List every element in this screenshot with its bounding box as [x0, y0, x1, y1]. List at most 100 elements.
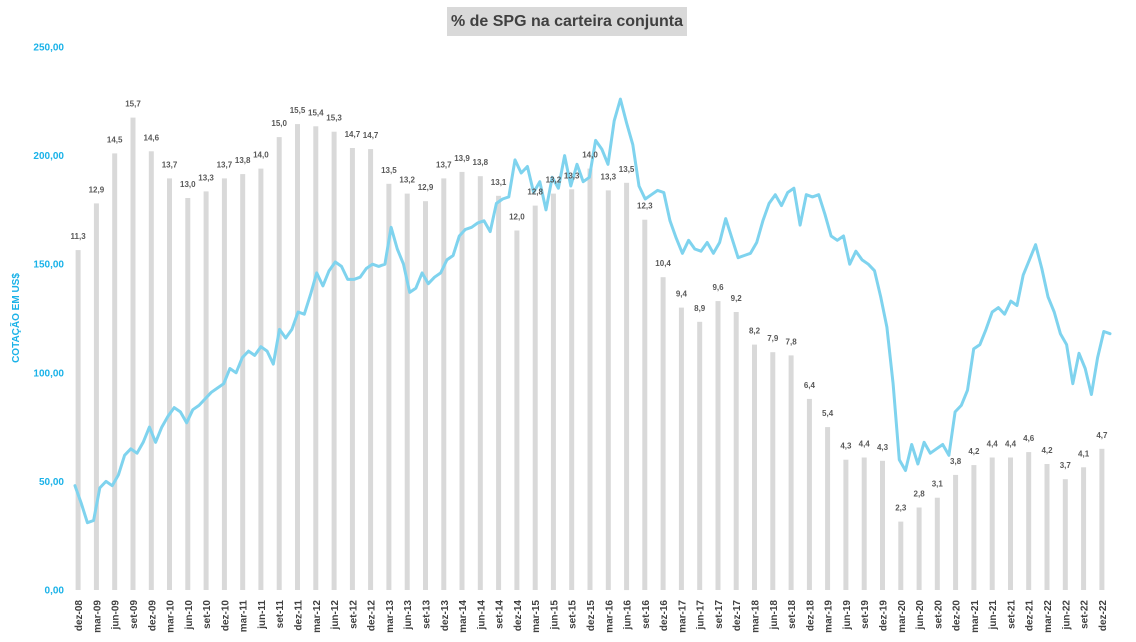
bar-data-label: 14,5	[107, 135, 123, 144]
x-tick-label: jun-19	[842, 600, 853, 631]
x-tick-label: jun-13	[403, 600, 414, 631]
bar	[989, 457, 995, 590]
bar	[642, 219, 648, 590]
bar	[203, 191, 209, 590]
x-tick-label: mar-12	[312, 600, 323, 633]
bar	[605, 190, 611, 590]
bar	[295, 124, 300, 590]
bar-data-label: 8,9	[694, 304, 706, 313]
bar	[916, 507, 922, 590]
bar	[569, 189, 575, 591]
bar-data-label: 15,5	[290, 106, 306, 115]
x-axis: dez-08 mar-09 jun-09 set-09 dez-09 mar-10 jun-…	[74, 600, 1109, 633]
bar	[496, 195, 502, 591]
bar	[953, 474, 959, 590]
x-tick-label: dez-17	[732, 600, 743, 632]
bar-data-label: 9,4	[676, 290, 688, 299]
x-tick-label: mar-17	[677, 600, 688, 633]
bar-data-label: 3,1	[932, 480, 944, 489]
x-tick-label: dez-08	[74, 600, 85, 632]
y-tick-label: 200,00	[33, 151, 64, 162]
bar-data-label: 2,3	[895, 504, 907, 513]
x-tick-label: dez-12	[367, 600, 378, 632]
bar-data-label: 15,0	[271, 119, 287, 128]
bar-data-label: 4,4	[859, 440, 871, 449]
x-tick-label: mar-15	[531, 600, 542, 633]
bar	[477, 176, 483, 590]
bar-data-label: 12,3	[637, 202, 653, 211]
x-tick-label: dez-14	[513, 600, 524, 632]
y-tick-label: 0,00	[45, 586, 65, 597]
bar-data-label: 13,2	[546, 176, 562, 185]
bar-data-label: 4,3	[840, 442, 852, 451]
bar	[148, 151, 154, 591]
bar-data-label: 4,7	[1096, 431, 1108, 440]
x-tick-label: mar-14	[458, 600, 469, 633]
bar-data-label: 12,9	[418, 183, 434, 192]
x-tick-label: set-09	[129, 600, 140, 629]
x-tick-label: mar-10	[166, 600, 177, 633]
chart-title: % de SPG na carteira conjunta	[447, 7, 687, 36]
bar-data-label: 12,0	[509, 213, 525, 222]
x-tick-label: set-15	[568, 600, 579, 629]
x-tick-label: dez-09	[147, 600, 158, 632]
bar	[660, 277, 666, 590]
x-tick-label: set-12	[348, 600, 359, 629]
x-tick-label: dez-18	[805, 600, 816, 632]
bar-data-label: 13,5	[619, 165, 635, 174]
bar-data-label: 13,7	[436, 160, 452, 169]
x-tick-label: set-14	[495, 600, 506, 629]
y-tick-label: 150,00	[33, 260, 64, 271]
bar-data-label: 10,4	[655, 259, 671, 268]
x-tick-label: dez-22	[1098, 600, 1109, 632]
x-tick-label: mar-11	[239, 600, 250, 633]
bar-data-label: 7,9	[767, 334, 779, 343]
x-tick-label: dez-16	[659, 600, 670, 632]
x-tick-label: mar-13	[385, 600, 396, 633]
bar-data-label: 2,8	[914, 490, 926, 499]
bar	[167, 178, 172, 590]
bar-data-label: 13,9	[454, 154, 470, 163]
bar	[130, 117, 136, 590]
bar	[843, 459, 849, 590]
bar	[313, 126, 319, 591]
x-tick-label: set-21	[1007, 600, 1018, 629]
bar	[404, 193, 410, 590]
bar	[532, 205, 538, 590]
x-tick-label: mar-16	[604, 600, 615, 633]
bar	[861, 457, 867, 590]
bar	[934, 497, 940, 590]
bar-data-label: 15,4	[308, 108, 324, 117]
bar-data-label: 4,2	[968, 447, 980, 456]
x-tick-label: jun-12	[330, 600, 341, 631]
x-tick-label: jun-10	[184, 600, 195, 631]
x-tick-label: set-10	[202, 600, 213, 629]
bar	[550, 193, 556, 590]
y-tick-label: 50,00	[39, 477, 64, 488]
bar-data-label: 13,7	[162, 160, 178, 169]
x-tick-label: jun-20	[915, 600, 926, 631]
bar-data-label: 6,4	[804, 381, 816, 390]
bar-data-label: 9,2	[731, 294, 743, 303]
bar-data-label: 4,1	[1078, 449, 1090, 458]
bar	[423, 201, 428, 590]
bar-data-label: 12,8	[527, 188, 543, 197]
bar	[788, 355, 794, 590]
bar-data-label: 12,9	[89, 185, 105, 194]
bar	[1062, 479, 1068, 590]
bar	[587, 168, 593, 590]
x-tick-label: set-11	[275, 600, 286, 629]
bar	[1099, 448, 1105, 590]
bar-data-label: 3,7	[1060, 461, 1072, 470]
bar	[459, 171, 465, 590]
bar	[240, 174, 246, 590]
bar	[93, 203, 99, 590]
y-axis: 0,00 50,00 100,00 150,00 200,00 250,00	[33, 43, 64, 597]
x-tick-label: jun-22	[1061, 600, 1072, 631]
x-tick-label: jun-14	[476, 600, 487, 631]
bar	[880, 460, 885, 590]
bar	[349, 148, 355, 590]
bar	[1081, 467, 1087, 590]
bar-data-label: 13,3	[198, 173, 214, 182]
bar	[386, 183, 392, 591]
